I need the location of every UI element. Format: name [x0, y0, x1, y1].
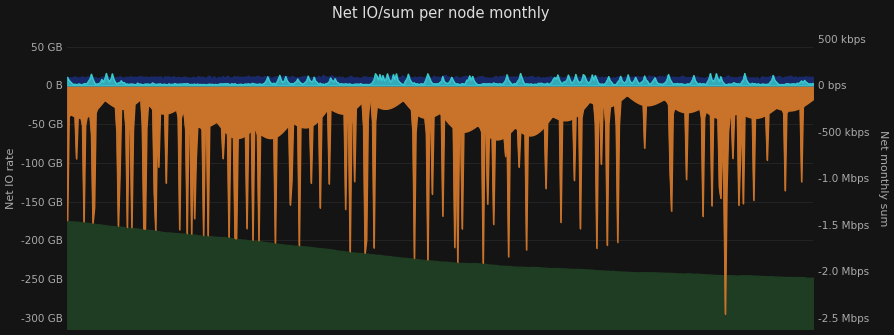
Y-axis label: Net monthly sum: Net monthly sum [879, 130, 889, 226]
Y-axis label: Net IO rate: Net IO rate [5, 148, 15, 209]
Title: Net IO/sum per node monthly: Net IO/sum per node monthly [332, 6, 549, 20]
